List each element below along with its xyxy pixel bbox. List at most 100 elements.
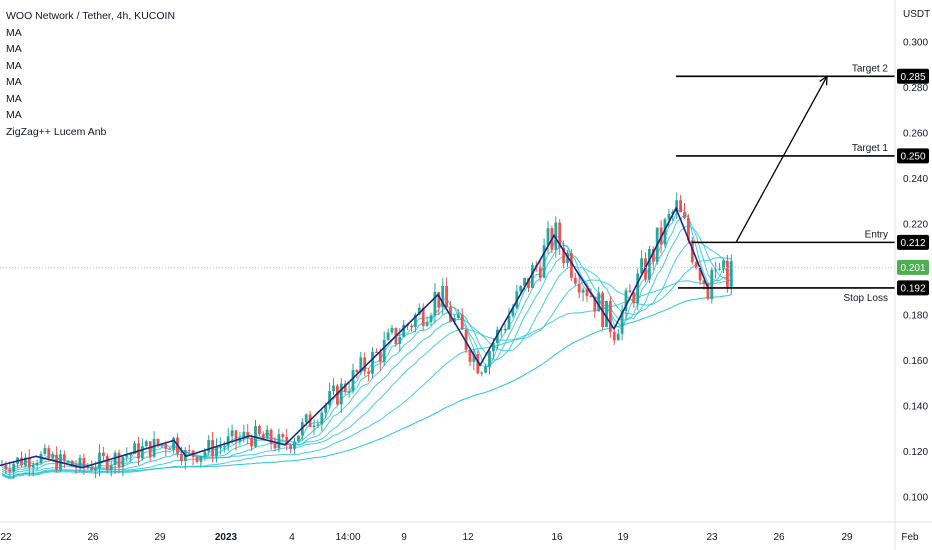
- x-tick-label: 29: [154, 532, 166, 543]
- indicator-ma-4[interactable]: MA: [6, 76, 22, 88]
- candle-body: [141, 446, 144, 459]
- indicator-ma-2[interactable]: MA: [6, 43, 22, 55]
- candle-body: [417, 307, 421, 315]
- ma-line: [1, 213, 732, 472]
- candle-body: [531, 265, 534, 288]
- candle-body: [581, 289, 585, 293]
- candle-body: [113, 452, 117, 466]
- candle-body: [90, 466, 94, 471]
- candle-body: [421, 307, 425, 326]
- candle-body: [706, 283, 710, 299]
- candle-body: [694, 262, 698, 269]
- moving-averages: [1, 209, 732, 480]
- y-tick-label: 0.100: [903, 493, 928, 504]
- candle-body: [47, 448, 51, 459]
- candle-body: [258, 425, 261, 435]
- last-price-badge-text: 0.201: [900, 263, 925, 274]
- candle-body: [527, 278, 530, 288]
- candle-body: [651, 248, 655, 262]
- indicator-zigzag[interactable]: ZigZag++ Lucem Anb: [6, 125, 107, 138]
- candle-body: [460, 314, 464, 330]
- candle-body: [492, 342, 495, 352]
- candle-body: [20, 457, 23, 466]
- candle-body: [726, 260, 729, 287]
- candle-body: [480, 372, 484, 374]
- candle-body: [714, 269, 718, 271]
- candle-body: [105, 456, 109, 471]
- indicator-ma-5[interactable]: MA: [6, 92, 22, 105]
- candle-body: [12, 463, 16, 472]
- candle-body: [316, 424, 320, 426]
- candle-body: [456, 314, 460, 319]
- y-tick-label: 0.140: [903, 402, 928, 413]
- candle-body: [203, 451, 207, 456]
- candle-body: [351, 370, 355, 392]
- candle-body: [109, 465, 113, 471]
- candle-body: [55, 454, 58, 471]
- price-axis[interactable]: USDT 0.100 0.120 0.140 0.160 0.180 0.220 0.240 0…: [894, 0, 930, 550]
- candle-body: [675, 200, 679, 212]
- candle-body: [24, 457, 27, 466]
- level-badge: [897, 68, 929, 84]
- candle-body: [488, 351, 491, 367]
- candle-body: [628, 290, 632, 293]
- candle-body: [281, 434, 285, 437]
- x-tick-label: 29: [841, 532, 853, 543]
- indicator-ma-1[interactable]: MA: [6, 26, 22, 39]
- candle-body: [328, 391, 331, 406]
- candle-body: [43, 448, 47, 454]
- candle-body: [242, 432, 246, 438]
- candle-body: [640, 258, 643, 274]
- candle-body: [82, 457, 86, 468]
- candle-body: [585, 289, 589, 296]
- candle-body: [371, 351, 374, 374]
- x-tick-label: 26: [773, 532, 785, 543]
- y-tick-label: 0.300: [903, 38, 928, 49]
- x-tick-label: 12: [462, 532, 474, 543]
- candle-body: [702, 280, 706, 284]
- candle-body: [324, 405, 328, 413]
- candle-body: [570, 253, 573, 278]
- candle-body: [445, 285, 448, 307]
- candle-body: [39, 453, 43, 464]
- indicator-ma-6[interactable]: MA: [6, 109, 22, 121]
- indicator-ma-3[interactable]: MA: [6, 59, 22, 72]
- candle-body: [620, 310, 624, 334]
- zigzag: [0, 206, 709, 469]
- y-tick-label: 0.120: [903, 447, 928, 458]
- candle-body: [230, 430, 234, 437]
- candle-body: [343, 383, 347, 392]
- candle-body: [511, 307, 515, 316]
- x-tick-label: 26: [87, 532, 99, 543]
- candle-body: [269, 429, 273, 444]
- candle-body: [144, 441, 148, 447]
- candle-body: [468, 349, 472, 362]
- candle-body: [63, 454, 66, 462]
- candle-body: [632, 292, 636, 304]
- x-tick-label: Feb: [901, 532, 919, 543]
- candle-body: [636, 273, 640, 304]
- candle-body: [261, 434, 265, 439]
- candle-body: [507, 315, 511, 330]
- candle-body: [441, 285, 445, 308]
- ma-line: [1, 241, 732, 476]
- x-tick-label: 16: [551, 532, 563, 543]
- time-axis[interactable]: 22 26 29 2023 4 14:00 9 12 16 19 23 26 29 Feb: [0, 521, 932, 543]
- candle-body: [729, 261, 733, 287]
- y-tick-label: 0.160: [903, 356, 928, 367]
- candle-body: [195, 457, 199, 462]
- candle-body: [293, 441, 296, 449]
- candle-body: [612, 332, 616, 341]
- projection-arrow: [735, 75, 828, 243]
- symbol-title[interactable]: WOO Network / Tether, 4h, KUCOIN: [6, 10, 176, 22]
- x-tick-label: 22: [0, 532, 12, 543]
- currency-label: USDT: [903, 9, 930, 20]
- level-badge-text: 0.212: [900, 238, 925, 249]
- y-tick-label: 0.240: [903, 174, 928, 185]
- candle-body: [332, 385, 335, 392]
- candle-body: [304, 414, 308, 423]
- last-price-badge: [897, 259, 929, 275]
- candle-body: [78, 457, 82, 469]
- level-badge: [897, 234, 929, 250]
